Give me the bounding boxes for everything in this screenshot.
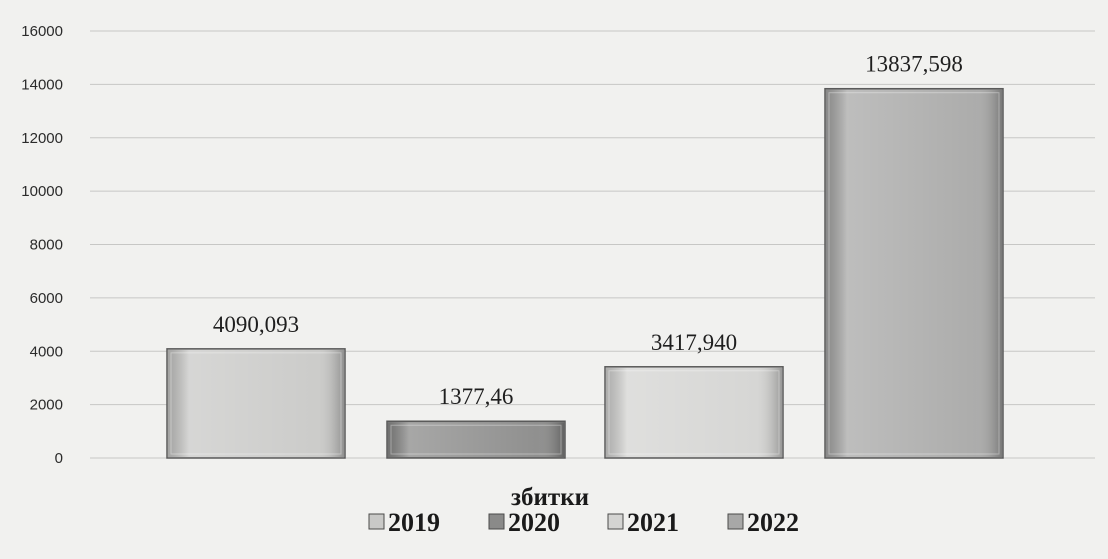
legend-swatch-2022 (727, 513, 744, 530)
legend-label-2021: 2021 (627, 508, 679, 537)
bar-shading (826, 89, 1002, 457)
y-tick-label: 12000 (21, 130, 63, 147)
y-tick-label: 14000 (21, 76, 63, 93)
y-tick-label: 4000 (30, 343, 63, 360)
bar-bevel (828, 92, 1000, 455)
bar-bevel (170, 352, 342, 455)
legend-label-2022: 2022 (747, 508, 799, 537)
bar-bevel (390, 424, 562, 455)
legend-label-2020: 2020 (508, 508, 560, 537)
data-label-2021: 3417,940 (651, 330, 737, 355)
data-label-2020: 1377,46 (439, 384, 514, 409)
y-tick-label: 0 (55, 450, 63, 467)
legend-swatch-2021 (607, 513, 624, 530)
y-tick-label: 16000 (21, 23, 63, 40)
bar-shading (606, 367, 782, 457)
bar-shading (388, 422, 564, 457)
y-axis-ticks: 0 2000 4000 6000 8000 10000 12000 14000 16000 (21, 23, 63, 467)
data-label-2022: 13837,598 (865, 52, 963, 77)
legend-label-2019: 2019 (388, 508, 440, 537)
bar-shading (168, 349, 344, 457)
y-tick-label: 10000 (21, 183, 63, 200)
legend-swatch-2019 (368, 513, 385, 530)
legend: 2019 2020 2021 2022 (368, 508, 799, 537)
y-tick-label: 8000 (30, 237, 63, 254)
bar-bevel (608, 370, 780, 455)
data-labels: 4090,093 1377,46 3417,940 13837,598 (213, 52, 963, 410)
bars (166, 87, 1004, 459)
data-label-2019: 4090,093 (213, 312, 299, 337)
legend-swatch-2020 (488, 513, 505, 530)
x-axis-title: збитки (511, 484, 589, 511)
y-tick-label: 2000 (30, 397, 63, 414)
y-tick-label: 6000 (30, 290, 63, 307)
